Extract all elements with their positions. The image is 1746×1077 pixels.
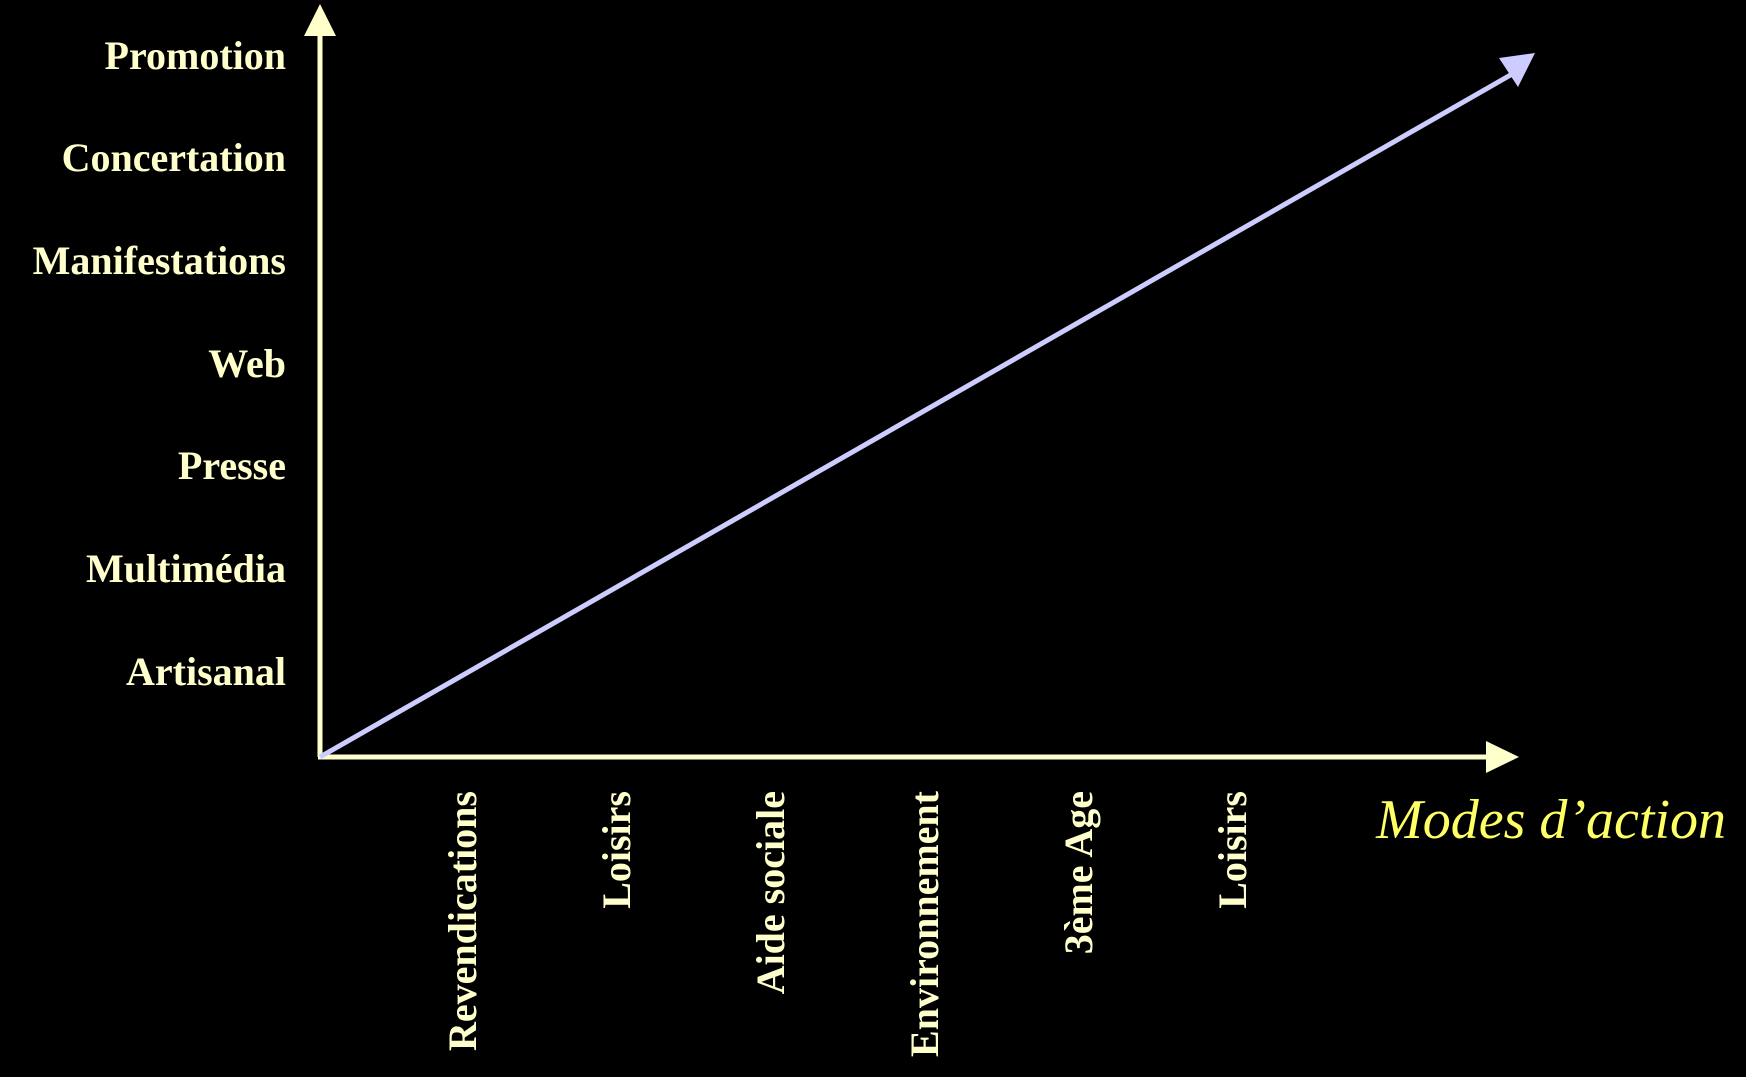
y-label-concertation: Concertation [62,135,286,180]
y-label-manifestations: Manifestations [33,238,286,283]
x-label-environnement: Environnement [902,790,947,1057]
y-label-promotion: Promotion [105,33,286,78]
y-axis-labels: Artisanal Multimédia Presse Web Manifest… [33,33,286,694]
x-axis-labels: Revendications Loisirs Aide sociale Envi… [440,790,1255,1057]
x-label-loisirs-2: Loisirs [1210,791,1255,909]
y-label-web: Web [208,341,286,386]
trend-arrowhead [1499,53,1535,87]
y-label-multimedia: Multimédia [86,546,286,591]
y-label-presse: Presse [178,443,286,488]
trend-arrow-line [318,70,1516,760]
x-label-aide-sociale: Aide sociale [748,791,793,994]
x-label-loisirs-1: Loisirs [594,791,639,909]
x-label-revendications: Revendications [440,791,485,1051]
x-axis-arrowhead [1486,741,1519,773]
y-label-artisanal: Artisanal [126,649,286,694]
y-axis-arrowhead [304,4,336,36]
x-axis-title: Modes d’action [1375,789,1726,851]
x-label-3eme-age: 3ème Age [1056,791,1101,954]
